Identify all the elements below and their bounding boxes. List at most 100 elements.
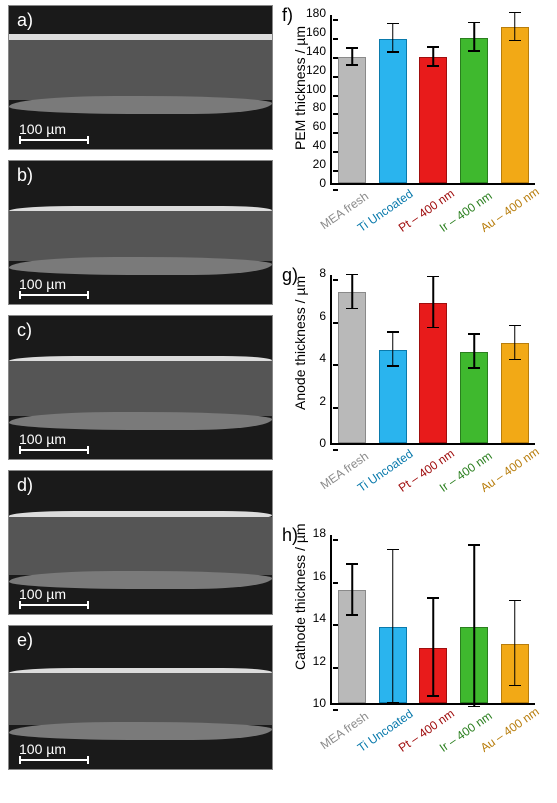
bar bbox=[454, 627, 495, 704]
bar bbox=[373, 39, 414, 184]
layer-bottom bbox=[9, 722, 272, 740]
error-bar bbox=[473, 23, 475, 51]
panel-label: b) bbox=[17, 165, 33, 186]
error-bar bbox=[352, 49, 354, 66]
error-cap bbox=[346, 47, 358, 49]
panel-label: d) bbox=[17, 475, 33, 496]
sem-image: d) 100 µm bbox=[8, 470, 273, 615]
error-cap bbox=[346, 563, 358, 565]
plot-area: 1012141618 MEA freshTi bbox=[330, 535, 535, 705]
error-bar bbox=[473, 335, 475, 369]
error-bar bbox=[392, 550, 394, 703]
bar bbox=[332, 292, 373, 443]
bar bbox=[413, 57, 454, 183]
error-cap bbox=[509, 12, 521, 14]
scalebar: 100 µm bbox=[19, 276, 89, 296]
bar bbox=[494, 644, 535, 704]
layer-membrane bbox=[9, 673, 272, 725]
ytick: 120 bbox=[306, 63, 332, 77]
x-labels: MEA freshTi UncoatedPt – 400 nmIr – 400 … bbox=[332, 703, 535, 768]
error-cap bbox=[427, 276, 439, 278]
ytick: 0 bbox=[319, 436, 332, 450]
error-cap bbox=[346, 64, 358, 66]
scalebar: 100 µm bbox=[19, 431, 89, 451]
error-cap bbox=[346, 308, 358, 310]
bar bbox=[494, 343, 535, 443]
error-bar bbox=[352, 565, 354, 616]
bar bbox=[332, 57, 373, 183]
error-cap bbox=[346, 274, 358, 276]
error-cap bbox=[427, 597, 439, 599]
ytick: 160 bbox=[306, 25, 332, 39]
ytick: 100 bbox=[306, 82, 332, 96]
scalebar: 100 µm bbox=[19, 741, 89, 761]
bar bbox=[494, 27, 535, 183]
error-bar bbox=[514, 13, 516, 41]
bar-group bbox=[332, 590, 535, 703]
bar bbox=[373, 627, 414, 704]
ytick: 8 bbox=[319, 266, 332, 280]
ytick: 40 bbox=[313, 138, 332, 152]
ytick: 14 bbox=[313, 611, 332, 625]
plot-area: 020406080100120140160180 bbox=[330, 15, 535, 185]
error-bar bbox=[392, 333, 394, 367]
layer-bottom bbox=[9, 257, 272, 275]
error-bar bbox=[514, 601, 516, 686]
error-bar bbox=[514, 326, 516, 360]
y-axis-title: Cathode thickness / µm bbox=[292, 523, 308, 670]
error-cap bbox=[387, 365, 399, 367]
bar-group bbox=[332, 27, 535, 183]
error-cap bbox=[387, 549, 399, 551]
layer-membrane bbox=[9, 40, 272, 100]
y-axis-title: Anode thickness / µm bbox=[292, 276, 308, 410]
ytick: 10 bbox=[313, 696, 332, 710]
error-cap bbox=[468, 50, 480, 52]
bar-chart: h) Cathode thickness / µm 1012141618 bbox=[278, 525, 548, 770]
error-cap bbox=[509, 600, 521, 602]
ytick: 60 bbox=[313, 119, 332, 133]
ytick: 2 bbox=[319, 394, 332, 408]
panel-label: c) bbox=[17, 320, 32, 341]
bar-chart: g) Anode thickness / µm 02468 bbox=[278, 265, 548, 510]
error-cap bbox=[387, 23, 399, 25]
error-cap bbox=[346, 614, 358, 616]
error-cap bbox=[509, 685, 521, 687]
ytick: 16 bbox=[313, 569, 332, 583]
bar-chart: f) PEM thickness / µm 020406080100120140… bbox=[278, 5, 548, 250]
sem-image: a) 100 µm bbox=[8, 5, 273, 150]
error-cap bbox=[387, 331, 399, 333]
error-bar bbox=[352, 275, 354, 309]
error-cap bbox=[427, 46, 439, 48]
scalebar: 100 µm bbox=[19, 586, 89, 606]
ytick: 4 bbox=[319, 351, 332, 365]
bar bbox=[454, 38, 495, 183]
error-bar bbox=[433, 599, 435, 697]
sem-image: e) 100 µm bbox=[8, 625, 273, 770]
error-cap bbox=[509, 325, 521, 327]
bar bbox=[373, 350, 414, 444]
error-bar bbox=[433, 48, 435, 67]
error-bar bbox=[392, 24, 394, 52]
ytick: 0 bbox=[319, 176, 332, 190]
scalebar: 100 µm bbox=[19, 121, 89, 141]
error-cap bbox=[509, 40, 521, 42]
bar bbox=[454, 352, 495, 443]
panel-label: f) bbox=[282, 5, 293, 26]
x-labels: MEA freshTi UncoatedPt – 400 nmIr – 400 … bbox=[332, 443, 535, 508]
error-cap bbox=[468, 367, 480, 369]
bar bbox=[332, 590, 373, 703]
error-cap bbox=[427, 65, 439, 67]
error-cap bbox=[509, 359, 521, 361]
error-cap bbox=[468, 333, 480, 335]
panel-label: a) bbox=[17, 10, 33, 31]
layer-membrane bbox=[9, 361, 272, 416]
error-cap bbox=[427, 695, 439, 697]
layer-bottom bbox=[9, 412, 272, 430]
ytick: 20 bbox=[313, 157, 332, 171]
error-cap bbox=[387, 51, 399, 53]
ytick: 6 bbox=[319, 309, 332, 323]
ytick: 12 bbox=[313, 654, 332, 668]
error-bar bbox=[433, 277, 435, 328]
error-cap bbox=[468, 22, 480, 24]
sem-image: b) 100 µm bbox=[8, 160, 273, 305]
